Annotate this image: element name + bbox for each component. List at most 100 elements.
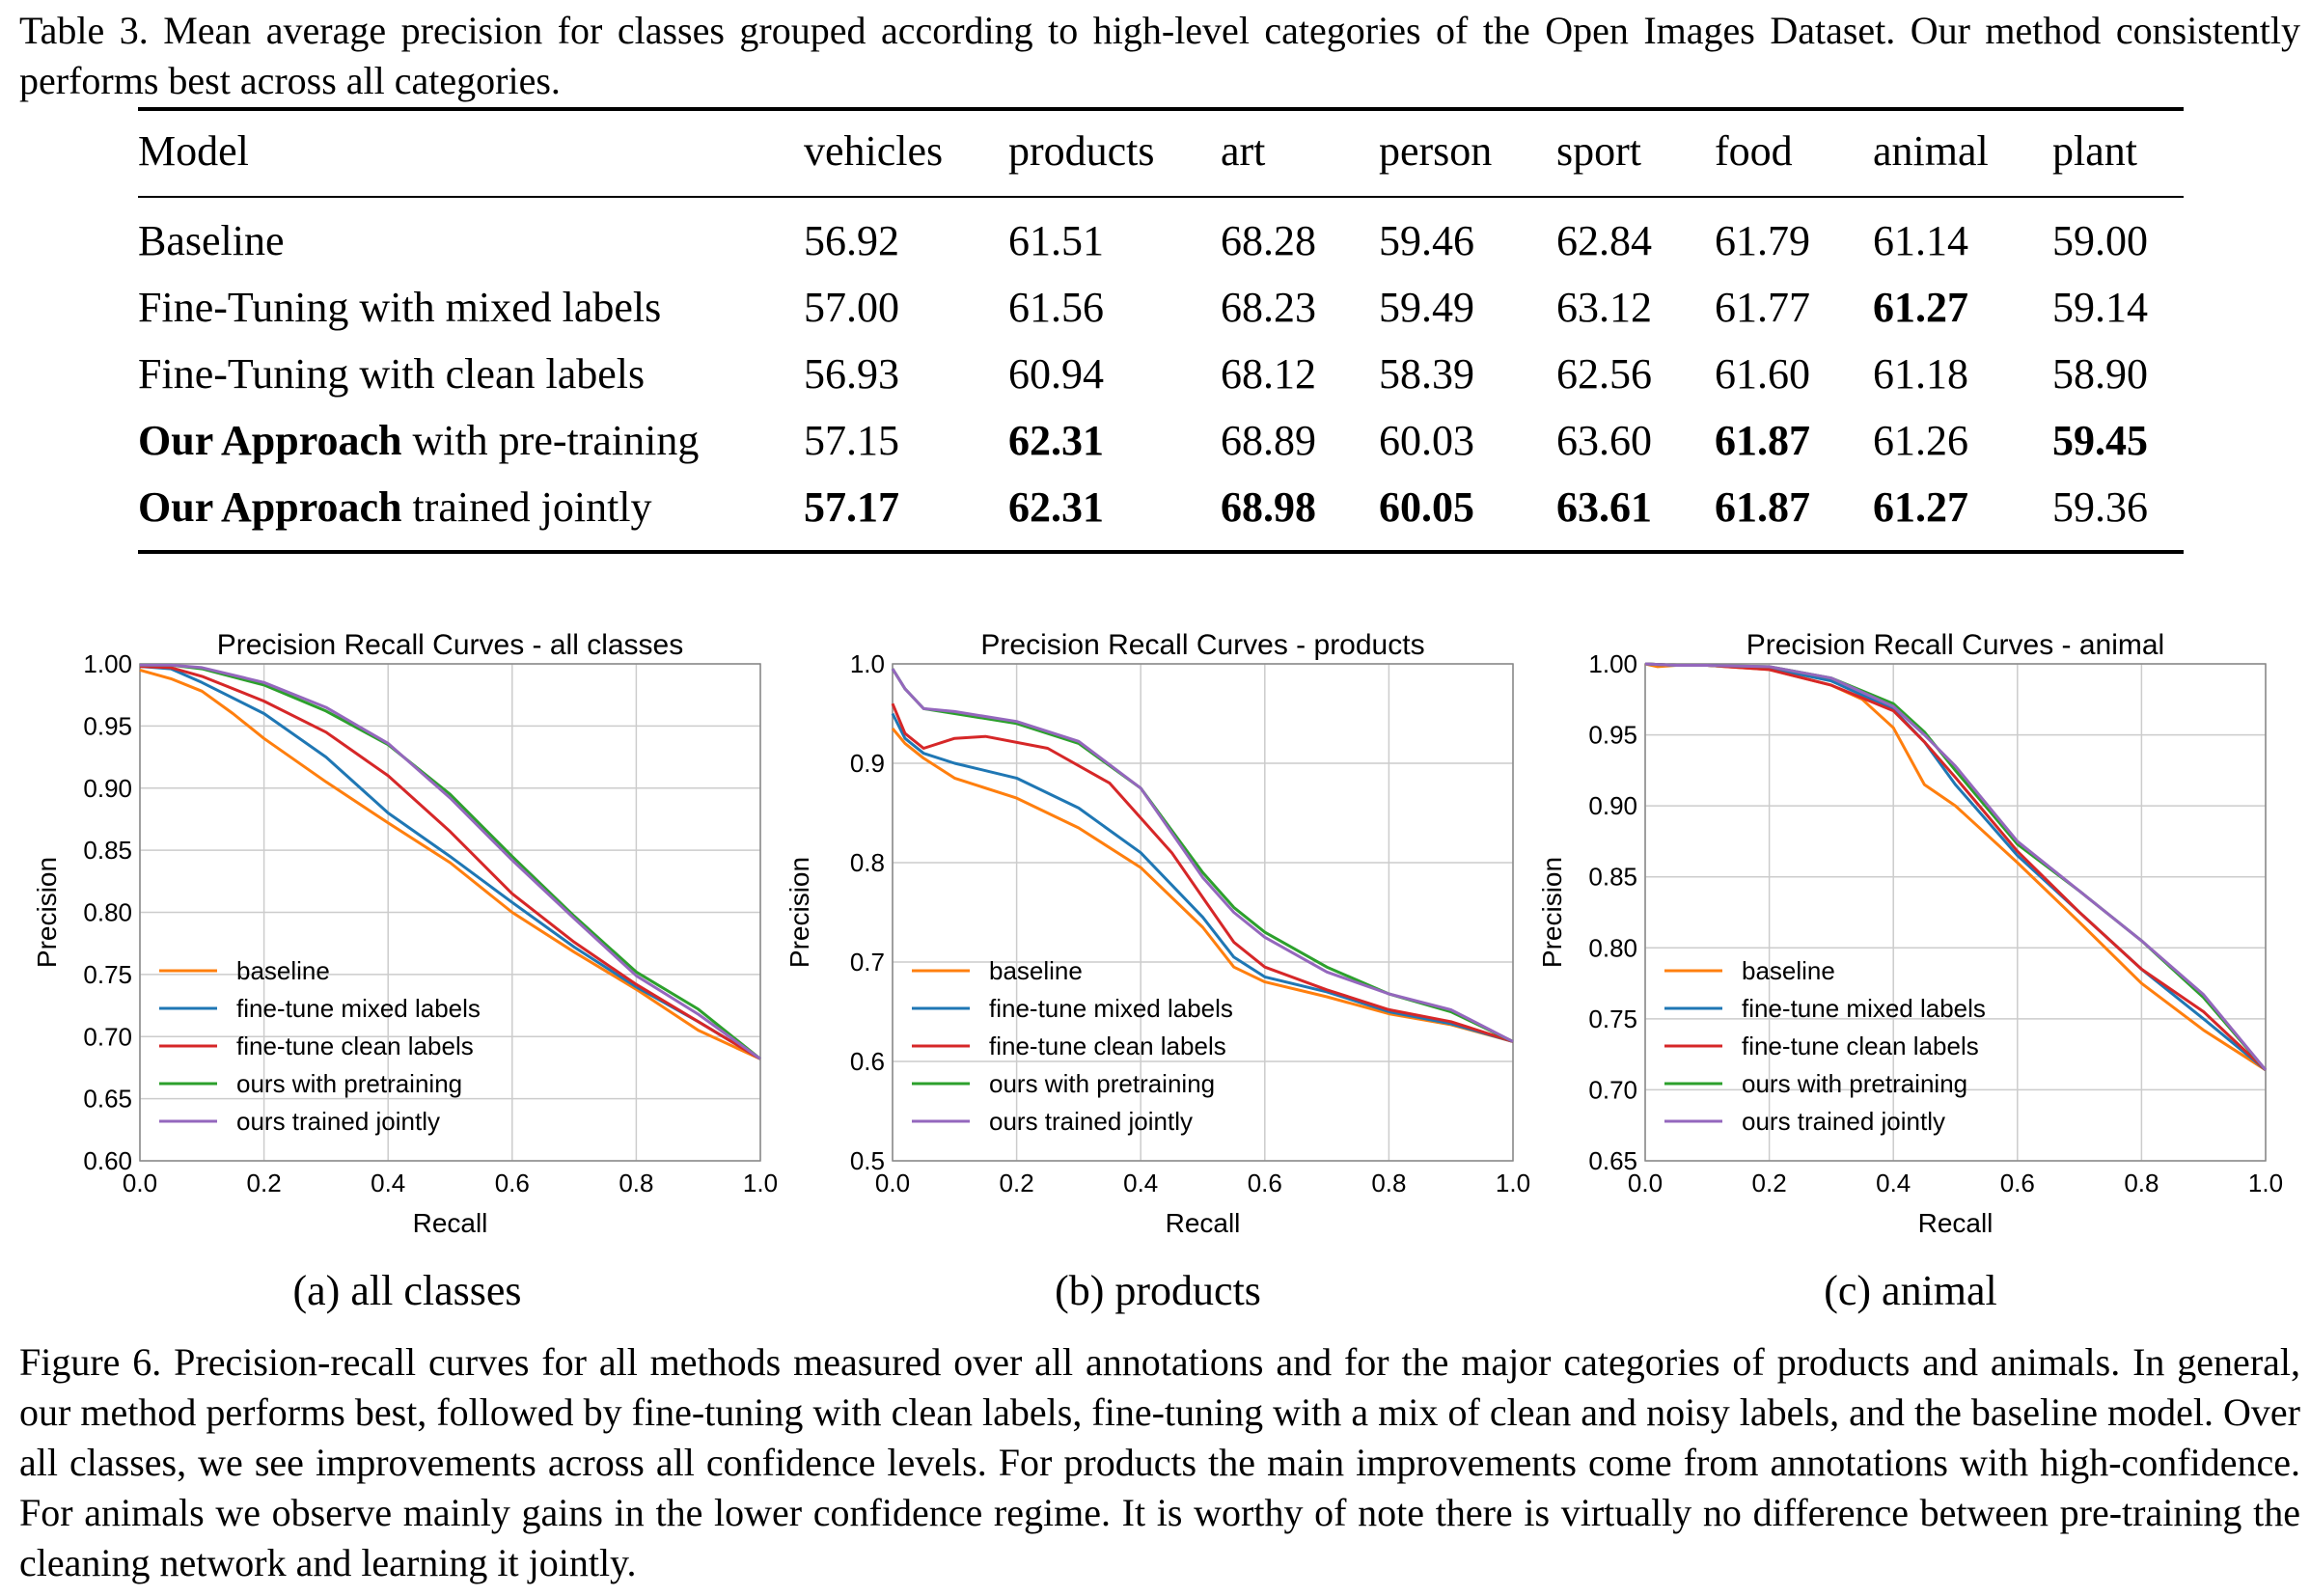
x-tick-label: 0.6	[495, 1169, 530, 1197]
cell-vehicles: 57.00	[804, 284, 899, 331]
cell-sport: 63.61	[1556, 483, 1652, 531]
x-tick-label: 1.0	[743, 1169, 778, 1197]
subcaption-animal: (c) animal	[1824, 1267, 1997, 1314]
x-tick-label: 0.4	[1876, 1169, 1911, 1197]
cell-model: Our Approach trained jointly	[138, 479, 652, 537]
y-tick-label: 0.85	[1588, 863, 1637, 892]
legend-label: fine-tune clean labels	[989, 1032, 1226, 1060]
x-tick-label: 0.2	[1752, 1169, 1787, 1197]
header-food: food	[1715, 127, 1793, 175]
y-tick-label: 0.80	[83, 898, 132, 927]
y-tick-label: 0.95	[83, 711, 132, 740]
cell-model: Our Approach with pre-training	[138, 412, 699, 470]
x-tick-label: 0.2	[247, 1169, 282, 1197]
legend-label: fine-tune mixed labels	[236, 994, 481, 1023]
cell-vehicles: 57.17	[804, 483, 899, 531]
cell-products: 62.31	[1008, 483, 1104, 531]
x-tick-label: 0.0	[1628, 1169, 1663, 1197]
y-tick-label: 0.7	[850, 948, 885, 977]
legend-label: ours with pretraining	[1742, 1069, 1967, 1098]
cell-plant: 59.00	[2052, 217, 2148, 264]
cell-animal: 61.26	[1873, 417, 1968, 464]
cell-person: 59.49	[1379, 284, 1474, 331]
series-line-baseline	[891, 727, 1514, 1043]
cell-plant: 59.36	[2052, 483, 2148, 531]
y-tick-label: 0.65	[83, 1085, 132, 1114]
cell-art: 68.28	[1221, 217, 1316, 264]
cell-sport: 62.56	[1556, 350, 1652, 398]
model-name: Fine-Tuning with mixed labels	[138, 284, 662, 331]
legend-label: fine-tune mixed labels	[989, 994, 1233, 1023]
cell-person: 59.46	[1379, 217, 1474, 264]
cell-food: 61.87	[1715, 483, 1810, 531]
header-art: art	[1221, 127, 1266, 175]
plot-frame	[139, 663, 761, 1162]
cell-model: Baseline	[138, 212, 285, 270]
plot-frame	[1644, 663, 2267, 1162]
cell-sport: 63.60	[1556, 417, 1652, 464]
pr-chart-animal: 0.0 0.2 0.4 0.6 0.8 1.0 0.65 0.70 0.75 0.80 0.85 0.…	[1537, 629, 2283, 1238]
y-axis-label: Precision	[32, 857, 62, 968]
subcaption-products: (b) products	[1055, 1267, 1261, 1314]
series-line-fine-tune-clean-labels	[891, 702, 1514, 1043]
model-name: Baseline	[138, 217, 285, 264]
legend-label: baseline	[989, 956, 1083, 985]
cell-food: 61.60	[1715, 350, 1810, 398]
plot-frame	[892, 663, 1514, 1162]
y-tick-label: 0.80	[1588, 933, 1637, 962]
x-tick-label: 1.0	[2248, 1169, 2283, 1197]
x-tick-label: 1.0	[1496, 1169, 1530, 1197]
x-axis-label: Recall	[1166, 1208, 1241, 1238]
y-tick-label: 0.90	[83, 774, 132, 803]
cell-products: 61.56	[1008, 284, 1104, 331]
series-line-fine-tune-mixed-labels	[139, 665, 761, 1060]
x-tick-label: 0.0	[123, 1169, 157, 1197]
cell-art: 68.89	[1221, 417, 1316, 464]
y-tick-label: 0.65	[1588, 1146, 1637, 1175]
cell-animal: 61.27	[1873, 483, 1968, 531]
header-plant: plant	[2052, 127, 2137, 175]
series-line-ours-trained-jointly	[891, 668, 1514, 1043]
x-tick-label: 0.8	[619, 1169, 653, 1197]
subcaption-all-classes: (a) all classes	[292, 1267, 522, 1314]
y-tick-label: 0.8	[850, 848, 885, 877]
x-tick-label: 0.8	[1371, 1169, 1406, 1197]
header-model: Model	[138, 127, 249, 175]
cell-sport: 62.84	[1556, 217, 1652, 264]
x-tick-label: 0.8	[2124, 1169, 2159, 1197]
series-line-baseline	[139, 668, 761, 1060]
y-tick-label: 1.00	[83, 649, 132, 678]
cell-animal: 61.27	[1873, 284, 1968, 331]
legend-label: ours with pretraining	[989, 1069, 1215, 1098]
cell-model: Fine-Tuning with mixed labels	[138, 279, 661, 337]
x-tick-label: 0.0	[875, 1169, 910, 1197]
plot-area	[893, 664, 1513, 1161]
table-row: Fine-Tuning with clean labels 56.93 60.94 6…	[138, 345, 2184, 403]
cell-plant: 59.14	[2052, 284, 2148, 331]
x-tick-label: 0.2	[1000, 1169, 1034, 1197]
table-bottom-rule	[138, 550, 2184, 554]
y-axis-label: Precision	[784, 857, 814, 968]
header-sport: sport	[1556, 127, 1641, 175]
model-name: Fine-Tuning with clean labels	[138, 350, 646, 398]
model-name: with pre-training	[401, 417, 700, 464]
y-axis-label: Precision	[1537, 857, 1567, 968]
x-axis-label: Recall	[413, 1208, 488, 1238]
table-row: Fine-Tuning with mixed labels 57.00 61.56 6…	[138, 279, 2184, 337]
y-tick-label: 0.75	[1588, 1004, 1637, 1033]
y-tick-label: 0.5	[850, 1146, 885, 1175]
pr-chart-all-classes: 0.0 0.2 0.4 0.6 0.8 1.0 0.60 0.65 0.70 0.75 0.80 0.…	[32, 629, 778, 1238]
table-header-row: Model vehicles products art person sport…	[138, 123, 2184, 180]
cell-vehicles: 57.15	[804, 417, 899, 464]
series-line-fine-tune-clean-labels	[139, 665, 761, 1060]
cell-sport: 63.12	[1556, 284, 1652, 331]
cell-products: 60.94	[1008, 350, 1104, 398]
header-vehicles: vehicles	[804, 127, 944, 175]
cell-art: 68.23	[1221, 284, 1316, 331]
legend-label: fine-tune clean labels	[1742, 1032, 1979, 1060]
cell-food: 61.87	[1715, 417, 1810, 464]
model-name-bold: Our Approach	[138, 483, 402, 531]
header-products: products	[1008, 127, 1155, 175]
table-row: Baseline 56.92 61.51 68.28 59.46 62.84 61.79 61…	[138, 212, 2184, 270]
cell-person: 58.39	[1379, 350, 1474, 398]
